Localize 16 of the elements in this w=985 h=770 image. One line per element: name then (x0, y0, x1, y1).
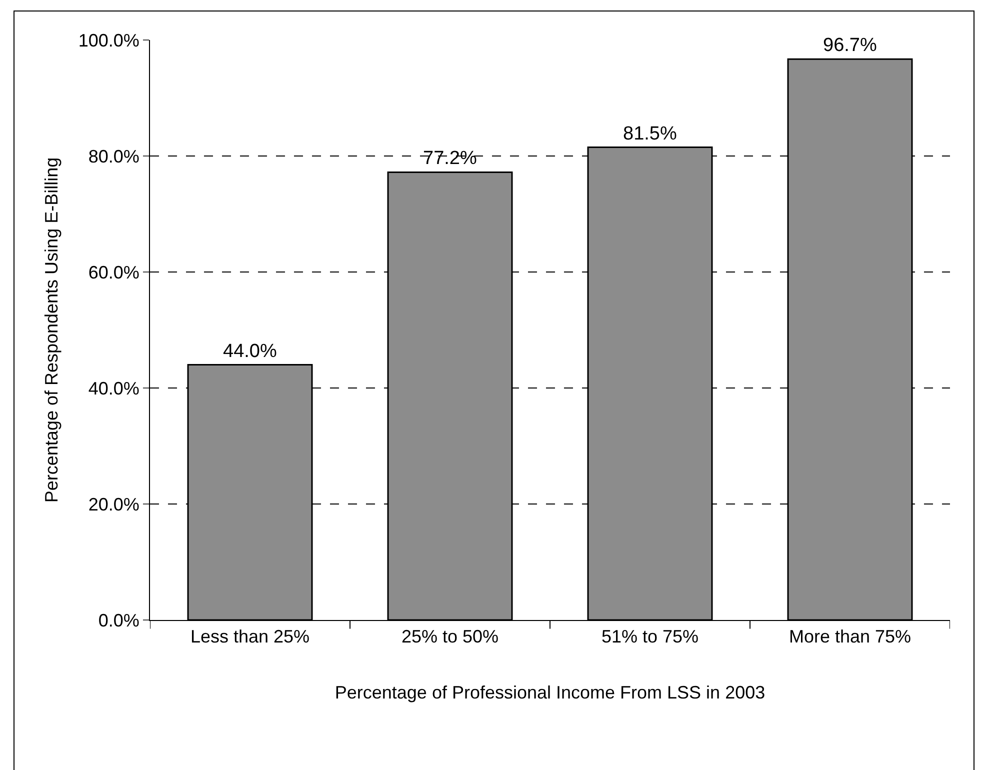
y-tick-label: 80.0% (88, 146, 140, 166)
x-tick-label: 51% to 75% (601, 626, 699, 647)
y-tick-label: 20.0% (88, 494, 140, 514)
data-label: 96.7% (823, 35, 877, 56)
x-axis-title: Percentage of Professional Income From LSS in 2003 (334, 682, 766, 703)
x-tick-label: Less than 25% (190, 626, 310, 647)
data-label: 44.0% (223, 340, 277, 362)
y-tick-label: 0.0% (98, 610, 140, 630)
data-label: 81.5% (623, 123, 677, 144)
y-tick-label: 40.0% (88, 378, 140, 398)
x-tick-label: More than 75% (788, 626, 912, 647)
y-tick-label: 60.0% (88, 262, 140, 282)
y-axis-title: Percentage of Respondents Using E-Billing (42, 157, 62, 503)
y-tick-label: 100.0% (78, 30, 140, 50)
x-tick-label: 25% to 50% (401, 626, 499, 647)
data-label: 77.2% (423, 148, 477, 170)
